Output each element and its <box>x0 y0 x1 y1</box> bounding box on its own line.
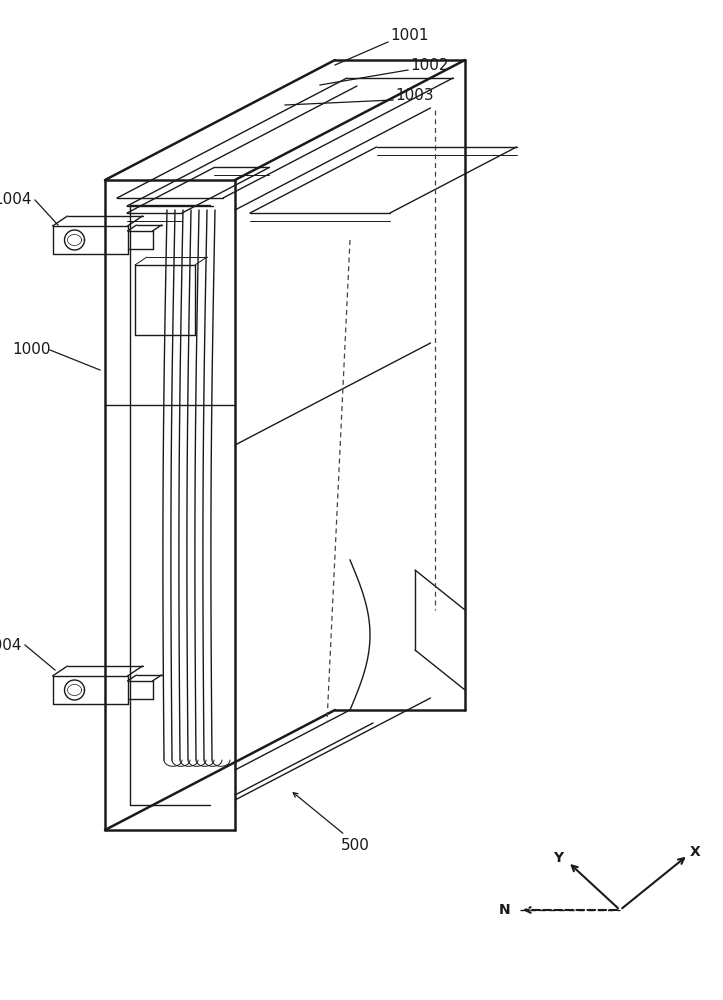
Text: 1001: 1001 <box>390 27 429 42</box>
Text: 1004: 1004 <box>0 638 22 652</box>
Text: 1000: 1000 <box>13 342 51 358</box>
Text: 1004: 1004 <box>0 192 32 208</box>
Text: X: X <box>690 845 701 859</box>
Text: 1003: 1003 <box>395 88 434 103</box>
Text: 500: 500 <box>341 838 369 852</box>
Text: Y: Y <box>553 851 563 865</box>
Text: N: N <box>499 903 511 917</box>
Text: 1002: 1002 <box>410 57 448 73</box>
